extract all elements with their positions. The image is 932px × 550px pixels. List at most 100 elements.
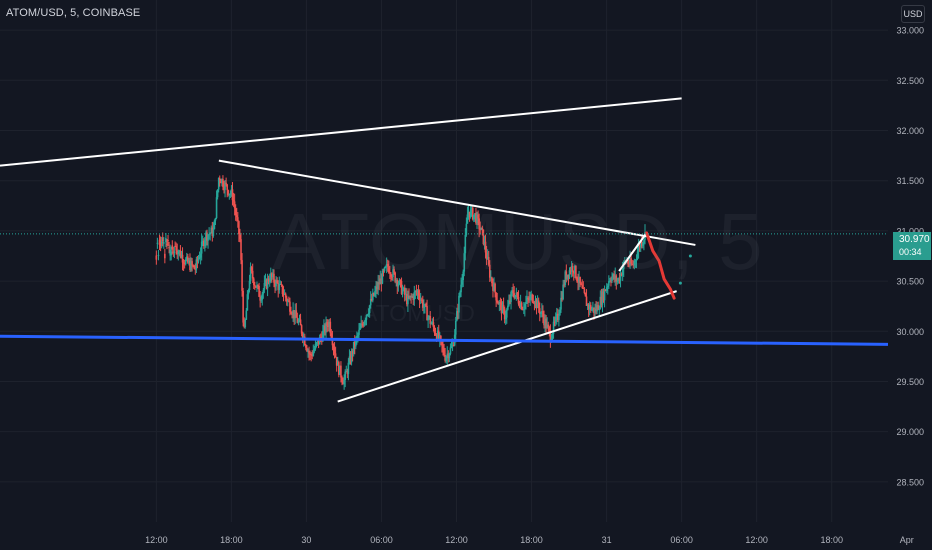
candle-body	[315, 342, 318, 344]
candle-body	[536, 300, 539, 309]
candle-body	[411, 295, 413, 297]
candle-body	[636, 251, 639, 259]
candle-body	[547, 324, 550, 328]
candle-body	[382, 270, 385, 272]
candle-body	[519, 302, 522, 308]
candle-body	[461, 280, 463, 285]
candle-body	[482, 229, 485, 245]
candle-body	[182, 262, 185, 264]
candle-body	[475, 213, 477, 224]
candle-body	[222, 178, 224, 187]
candle-body	[361, 323, 364, 325]
trendline	[218, 159, 696, 246]
candle-body	[599, 296, 602, 309]
candle-body	[415, 291, 418, 293]
candle-body	[299, 319, 302, 326]
candle-body	[206, 232, 208, 241]
candle-body	[225, 182, 227, 185]
currency-button[interactable]: USD	[901, 5, 925, 23]
candle-body	[542, 311, 544, 317]
candle-body	[274, 282, 276, 287]
candle-body	[460, 284, 462, 293]
candle-body	[413, 292, 416, 300]
candle-body	[485, 252, 488, 260]
candle-body	[468, 211, 471, 218]
candle-body	[375, 286, 377, 292]
candle-body	[535, 299, 538, 309]
candle-body	[189, 260, 191, 270]
price-tick-label: 28.500	[896, 477, 924, 487]
candle-body	[465, 223, 468, 235]
candle-body	[606, 285, 609, 288]
marker-dot	[688, 254, 692, 258]
candle-body	[473, 214, 475, 220]
candle-body	[591, 308, 593, 311]
candle-body	[425, 303, 427, 307]
time-axis[interactable]: 12:00 18:00 30 06:00 12:00 18:00 31 06:00 12:00 1…	[0, 522, 932, 550]
candle-body	[249, 267, 252, 281]
candle-body	[537, 300, 540, 309]
candle-body	[328, 321, 331, 327]
candle-body	[242, 290, 244, 323]
candle-body	[501, 304, 504, 314]
candle-body	[362, 324, 365, 326]
candle-body	[520, 302, 523, 310]
candle-body	[207, 234, 209, 241]
candle-body	[327, 325, 329, 327]
candle-body	[285, 297, 288, 302]
candle-body	[488, 264, 491, 278]
candle-body	[246, 294, 249, 311]
candle-body	[561, 297, 563, 300]
candle-body	[307, 350, 309, 352]
candle-body	[178, 250, 181, 252]
candle-body	[611, 277, 613, 282]
candle-body	[628, 264, 630, 266]
candle-body	[385, 263, 388, 267]
candle-body	[160, 241, 163, 244]
candle-body	[376, 286, 378, 290]
chart-grid	[0, 0, 908, 522]
candle-series	[155, 175, 646, 390]
candle-body	[531, 294, 534, 302]
candle-body	[464, 234, 467, 254]
candle-body	[512, 290, 514, 294]
candle-body	[621, 269, 624, 276]
candle-body	[298, 319, 301, 322]
chart-drawings[interactable]	[0, 97, 889, 403]
candle-body	[279, 283, 282, 285]
price-axis[interactable]: 33.000 32.500 32.000 31.500 31.000 30.500 30.0…	[888, 0, 932, 550]
candle-body	[252, 278, 255, 286]
candle-body	[263, 282, 266, 290]
candle-body	[406, 294, 408, 305]
candle-body	[408, 295, 410, 298]
candle-body	[483, 241, 486, 245]
candle-body	[603, 289, 606, 301]
candle-body	[170, 251, 173, 256]
candle-body	[271, 273, 273, 278]
candle-body	[572, 270, 575, 274]
candle-body	[393, 269, 395, 273]
candle-body	[372, 292, 374, 301]
candle-body	[223, 186, 225, 190]
candle-body	[356, 336, 358, 339]
candle-body	[244, 319, 247, 328]
time-tick-label: 06:00	[670, 535, 693, 545]
candle-body	[197, 258, 200, 262]
candle-body	[503, 308, 506, 320]
candle-body	[398, 279, 401, 285]
candle-body	[343, 380, 345, 385]
candle-body	[577, 281, 579, 283]
candle-body	[454, 320, 457, 335]
candle-body	[230, 189, 233, 194]
candle-body	[212, 229, 215, 236]
candle-body	[586, 304, 589, 306]
symbol-title[interactable]: ATOM/USD, 5, COINBASE	[6, 7, 141, 19]
candle-body	[260, 299, 263, 301]
candle-body	[490, 277, 492, 279]
candle-body	[412, 295, 415, 300]
candle-body	[174, 245, 176, 247]
candle-body	[265, 280, 268, 289]
candle-body	[462, 271, 464, 281]
candle-body	[231, 189, 234, 201]
